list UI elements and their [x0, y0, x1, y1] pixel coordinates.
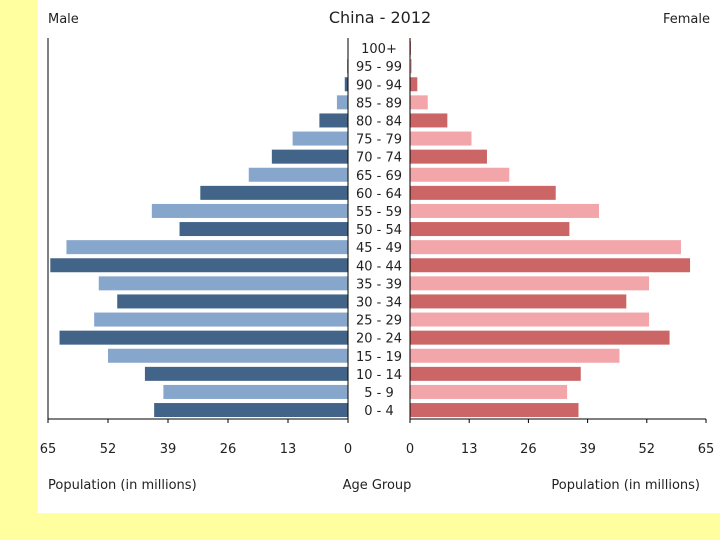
female-bar-15 [410, 312, 650, 327]
male-bar-16 [59, 330, 349, 345]
age-group-label-17: 15 - 19 [356, 350, 402, 365]
male-bar-15 [94, 312, 349, 327]
male-bar-12 [50, 258, 349, 273]
female-bar-19 [410, 384, 568, 399]
age-group-label-16: 20 - 24 [356, 332, 402, 347]
male-bar-13 [98, 276, 348, 291]
age-group-label-3: 85 - 89 [356, 96, 402, 111]
left-tick-label-5: 0 [344, 442, 352, 457]
left-tick-label-4: 13 [280, 442, 297, 457]
right-tick-label-1: 13 [461, 442, 478, 457]
left-tick-label-0: 65 [40, 442, 57, 457]
male-bar-2 [344, 77, 348, 92]
male-bar-10 [179, 222, 348, 237]
female-bar-8 [410, 185, 556, 200]
age-group-label-10: 50 - 54 [356, 223, 402, 238]
age-group-label-0: 100+ [361, 42, 397, 57]
female-bar-3 [410, 95, 428, 110]
female-bar-11 [410, 240, 681, 255]
female-bar-9 [410, 203, 599, 218]
age-group-label-12: 40 - 44 [356, 259, 402, 274]
x-axis-label-right: Population (in millions) [551, 478, 700, 493]
male-bar-5 [292, 131, 348, 146]
female-bar-6 [410, 149, 487, 164]
right-tick-label-0: 0 [406, 442, 414, 457]
male-bar-14 [117, 294, 348, 309]
right-tick-label-5: 65 [698, 442, 715, 457]
male-bar-6 [271, 149, 348, 164]
right-tick-label-3: 39 [579, 442, 596, 457]
age-group-label-13: 35 - 39 [356, 277, 402, 292]
age-group-label-15: 25 - 29 [356, 314, 402, 329]
female-bar-12 [410, 258, 691, 273]
age-group-label-4: 80 - 84 [356, 114, 402, 129]
female-bar-7 [410, 167, 510, 182]
female-bar-5 [410, 131, 472, 146]
right-tick-label-4: 52 [639, 442, 656, 457]
male-bar-7 [248, 167, 348, 182]
age-group-label-5: 75 - 79 [356, 133, 402, 148]
male-bar-9 [151, 203, 348, 218]
female-bar-10 [410, 222, 570, 237]
female-bar-14 [410, 294, 627, 309]
x-axis-label-center: Age Group [343, 478, 412, 493]
left-tick-label-2: 39 [160, 442, 177, 457]
age-group-label-19: 5 - 9 [364, 386, 394, 401]
age-group-label-14: 30 - 34 [356, 295, 402, 310]
age-group-label-2: 90 - 94 [356, 78, 402, 93]
male-bar-19 [163, 384, 348, 399]
age-group-label-9: 55 - 59 [356, 205, 402, 220]
male-bar-3 [336, 95, 348, 110]
right-tick-label-2: 26 [520, 442, 537, 457]
female-label: Female [663, 12, 710, 27]
age-group-label-11: 45 - 49 [356, 241, 402, 256]
chart-title: China - 2012 [329, 8, 431, 27]
age-group-label-6: 70 - 74 [356, 151, 402, 166]
age-group-label-18: 10 - 14 [356, 368, 402, 383]
population-pyramid-chart: China - 2012 Male Female Population (in … [40, 8, 715, 493]
chart-panel: China - 2012 Male Female Population (in … [37, 0, 720, 513]
male-bar-18 [144, 366, 348, 381]
male-bar-17 [108, 348, 348, 363]
left-tick-label-3: 26 [220, 442, 237, 457]
age-group-label-7: 65 - 69 [356, 169, 402, 184]
male-bar-8 [200, 185, 348, 200]
female-bar-2 [410, 77, 418, 92]
male-bar-20 [154, 403, 348, 418]
female-bar-18 [410, 366, 581, 381]
female-bar-13 [410, 276, 650, 291]
female-bar-17 [410, 348, 620, 363]
female-bar-16 [410, 330, 670, 345]
male-bar-4 [319, 113, 348, 128]
age-group-label-8: 60 - 64 [356, 187, 402, 202]
x-axis-label-left: Population (in millions) [48, 478, 197, 493]
female-bar-20 [410, 403, 579, 418]
male-label: Male [48, 12, 79, 27]
age-group-label-20: 0 - 4 [364, 404, 394, 419]
female-bar-4 [410, 113, 448, 128]
female-bar-1 [410, 59, 412, 74]
left-tick-label-1: 52 [100, 442, 117, 457]
male-bar-11 [66, 240, 348, 255]
age-group-label-1: 95 - 99 [356, 60, 402, 75]
